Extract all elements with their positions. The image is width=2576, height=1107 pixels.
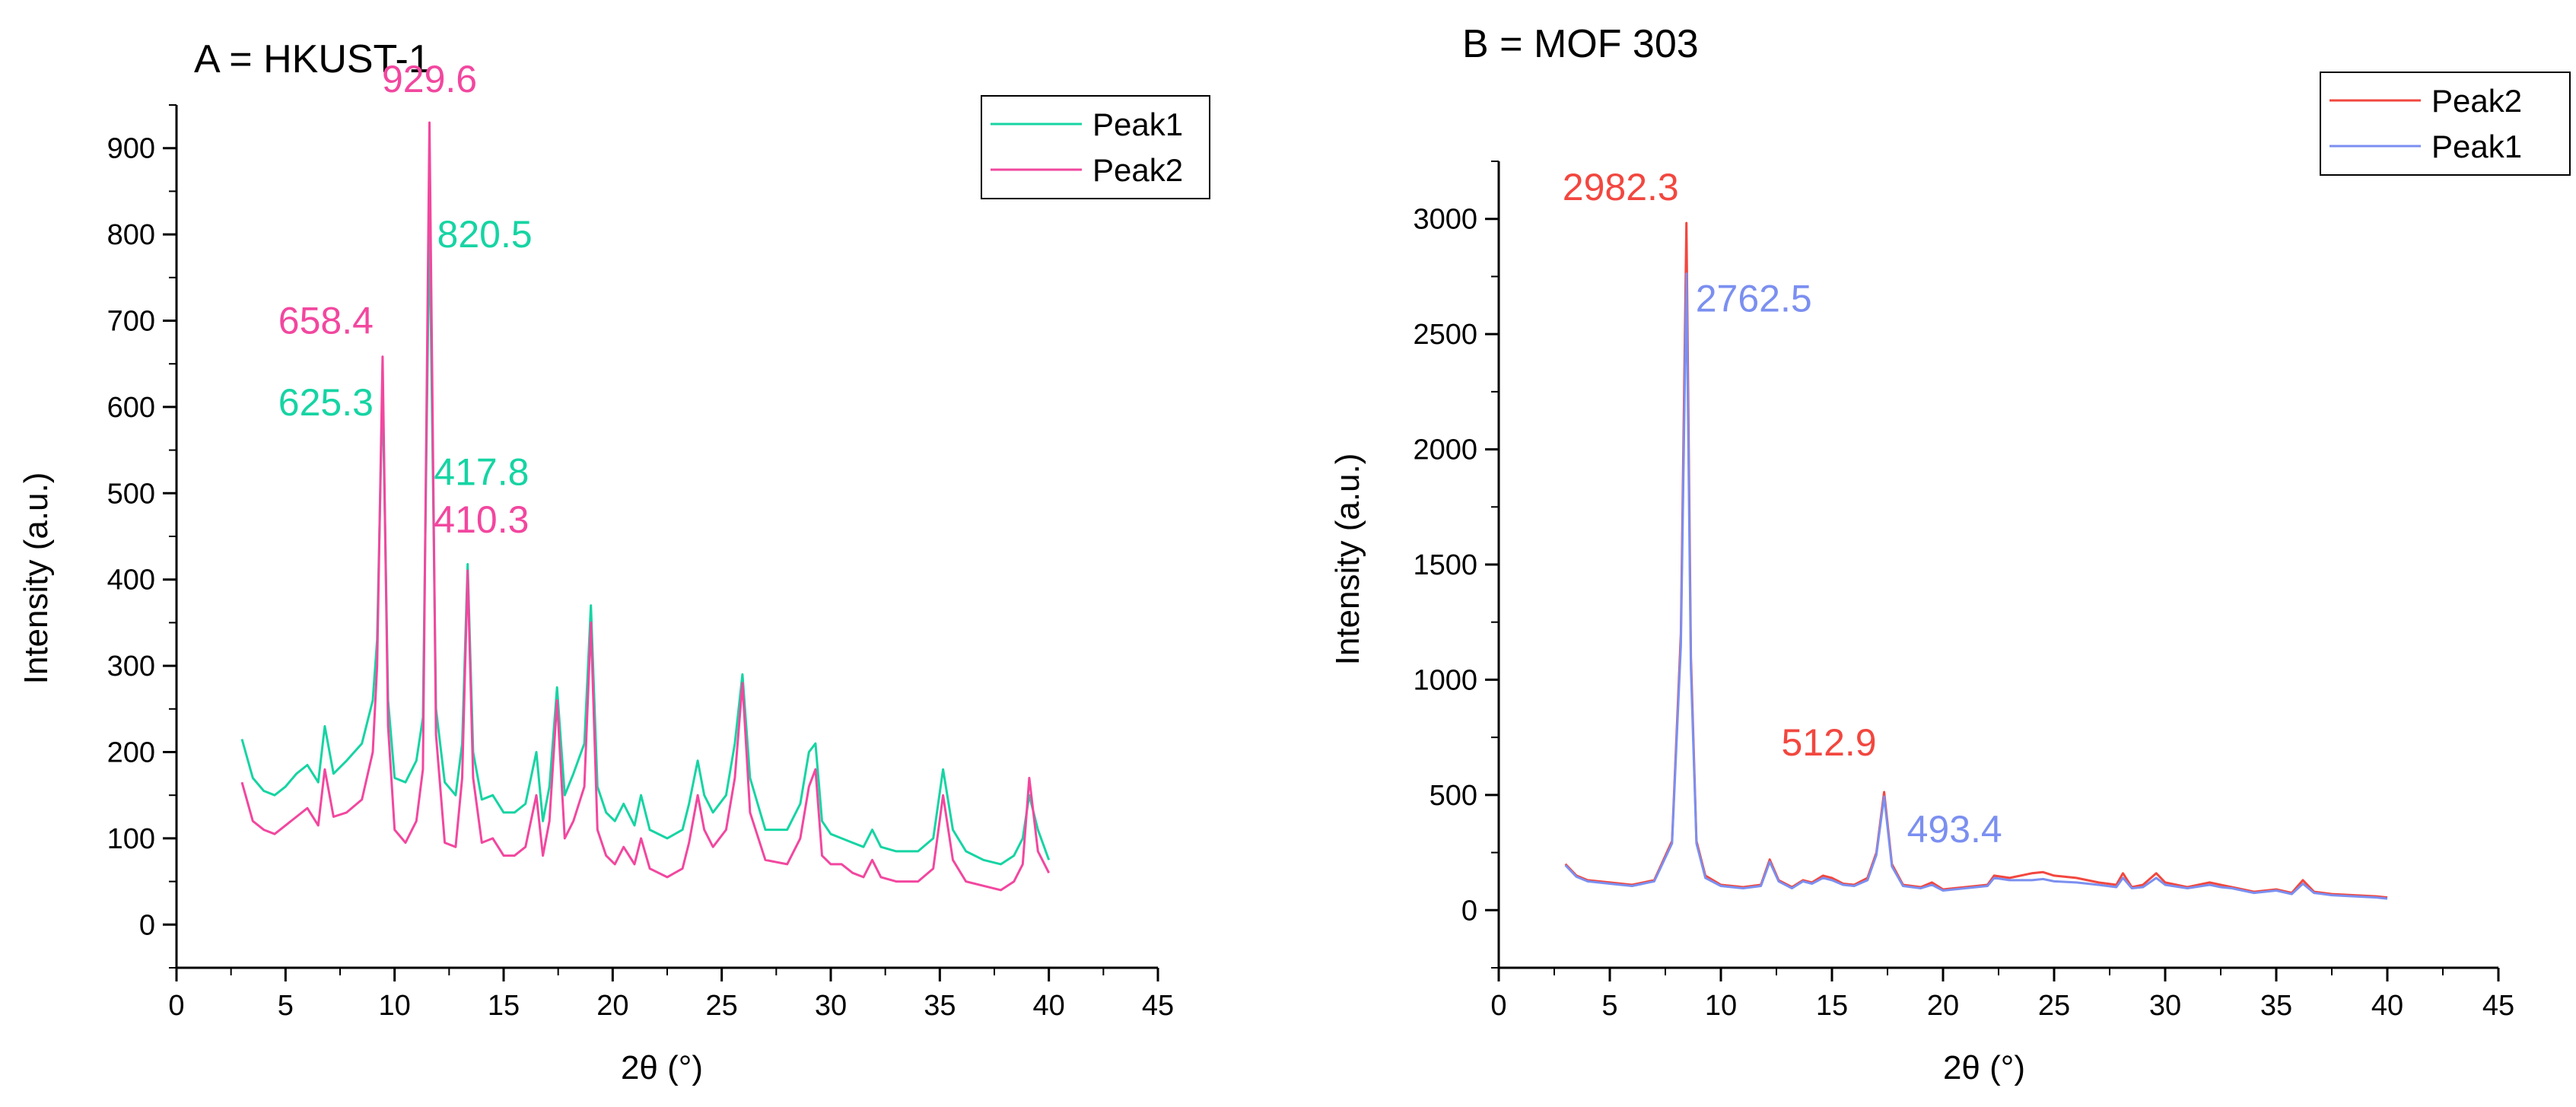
legend: Peak2 Peak1 <box>2320 72 2571 176</box>
y-tick-label: 400 <box>107 565 155 596</box>
peak-label: 410.3 <box>434 498 529 541</box>
x-tick-label: 45 <box>1142 990 1174 1022</box>
x-tick-label: 15 <box>1816 990 1848 1022</box>
panel-a-hkust1: A = HKUST-1 Intensity (a.u.) 2θ (°) 0 5 10… <box>17 37 1210 1086</box>
y-tick-label: 800 <box>107 219 155 251</box>
peak-label: 625.3 <box>278 381 374 424</box>
peak-label: 2982.3 <box>1563 166 1679 208</box>
x-tick-label: 35 <box>924 990 956 1022</box>
x-tick-label: 20 <box>1927 990 1959 1022</box>
y-tick-label: 500 <box>1430 780 1477 812</box>
peak-label: 512.9 <box>1781 721 1876 764</box>
x-tick-label: 20 <box>596 990 628 1022</box>
x-tick-label: 30 <box>815 990 847 1022</box>
x-tick-label: 25 <box>706 990 738 1022</box>
x-tick-label: 10 <box>379 990 411 1022</box>
panel-b-mof303: B = MOF 303 Intensity (a.u.) 2θ (°) 0 5 10… <box>1329 22 2571 1086</box>
x-tick-label: 35 <box>2260 990 2292 1022</box>
legend-box <box>2320 72 2571 176</box>
y-tick-label: 3000 <box>1413 204 1477 236</box>
peak-label: 929.6 <box>382 58 477 100</box>
y-tick-label: 1000 <box>1413 664 1477 696</box>
peak-label: 658.4 <box>278 300 374 342</box>
y-tick-label: 0 <box>1461 895 1477 927</box>
plot-area: 0 5 10 15 20 25 30 35 40 45 0 500 1000 1500 2000 2500 30… <box>1413 161 2514 1022</box>
x-tick-label: 0 <box>168 990 184 1022</box>
y-axis-label: Intensity (a.u.) <box>17 472 55 685</box>
legend-label: Peak1 <box>1092 107 1183 142</box>
peak-label: 2762.5 <box>1696 278 1812 320</box>
y-axis-label: Intensity (a.u.) <box>1329 453 1366 666</box>
plot-area: 0 5 10 15 20 25 30 35 40 45 0 100 200 300 400 500 600 700… <box>107 58 1175 1022</box>
y-tick-label: 1500 <box>1413 549 1477 581</box>
legend: Peak1 Peak2 <box>981 95 1210 199</box>
x-tick-label: 10 <box>1705 990 1737 1022</box>
y-tick-label: 300 <box>107 651 155 682</box>
x-tick-label: 0 <box>1490 990 1506 1022</box>
series-line-peak1 <box>1564 272 2388 900</box>
peak-label: 493.4 <box>1907 808 2002 851</box>
x-tick-label: 40 <box>2371 990 2403 1022</box>
legend-box <box>981 95 1210 199</box>
y-tick-label: 100 <box>107 823 155 855</box>
panel-title: B = MOF 303 <box>1462 22 1699 66</box>
x-tick-label: 40 <box>1033 990 1065 1022</box>
panel-title: A = HKUST-1 <box>194 37 431 81</box>
x-tick-label: 45 <box>2482 990 2514 1022</box>
legend-label: Peak2 <box>1092 152 1183 188</box>
x-axis-label: 2θ (°) <box>621 1049 703 1086</box>
y-tick-label: 700 <box>107 306 155 338</box>
x-tick-label: 5 <box>1601 990 1617 1022</box>
x-tick-label: 30 <box>2149 990 2181 1022</box>
y-tick-label: 500 <box>107 478 155 510</box>
y-tick-label: 0 <box>139 909 155 941</box>
x-tick-label: 25 <box>2038 990 2070 1022</box>
y-tick-label: 200 <box>107 737 155 769</box>
y-tick-label: 600 <box>107 392 155 424</box>
y-tick-label: 900 <box>107 133 155 165</box>
legend-label: Peak1 <box>2431 129 2522 164</box>
x-tick-label: 15 <box>488 990 520 1022</box>
series-line-peak2 <box>240 121 1051 892</box>
peak-label: 820.5 <box>437 213 533 256</box>
x-axis-label: 2θ (°) <box>1943 1049 2025 1086</box>
x-tick-label: 5 <box>278 990 294 1022</box>
peak-label: 417.8 <box>434 451 529 494</box>
legend-label: Peak2 <box>2431 83 2522 119</box>
y-tick-label: 2500 <box>1413 319 1477 351</box>
y-tick-label: 2000 <box>1413 434 1477 466</box>
